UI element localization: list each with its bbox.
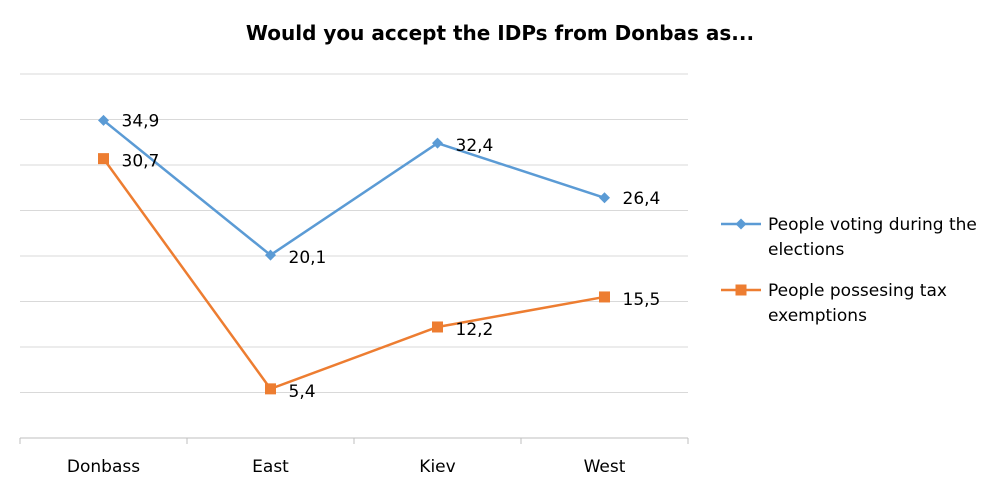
legend-entry-2: People possesing tax exemptions bbox=[721, 281, 947, 326]
legend-label: People voting during the elections bbox=[768, 215, 977, 260]
data-label: 15,5 bbox=[623, 290, 661, 310]
data-point bbox=[432, 137, 443, 149]
x-tick-label: Donbass bbox=[67, 457, 140, 477]
data-label: 32,4 bbox=[456, 136, 494, 156]
data-point bbox=[265, 383, 276, 395]
series-group: 34,9 20,1 32,4 26,4 30,7 5,4 12,2 15,5 bbox=[98, 111, 660, 402]
x-tick-label: West bbox=[584, 457, 626, 477]
chart-title: Would you accept the IDPs from Donbas as… bbox=[246, 21, 754, 45]
legend-swatch-marker bbox=[735, 218, 747, 230]
series-2: 30,7 5,4 12,2 15,5 bbox=[98, 152, 660, 402]
data-point bbox=[265, 249, 276, 261]
series-1: 34,9 20,1 32,4 26,4 bbox=[98, 111, 660, 268]
data-point bbox=[599, 192, 610, 204]
x-tick-label: East bbox=[252, 457, 289, 477]
data-label: 5,4 bbox=[289, 382, 316, 402]
gridlines bbox=[19, 73, 689, 444]
data-point bbox=[432, 321, 443, 333]
series-line bbox=[102, 119, 605, 257]
x-tick-label: Kiev bbox=[419, 457, 455, 477]
data-label: 12,2 bbox=[456, 320, 494, 340]
legend: People voting during the elections People … bbox=[721, 215, 977, 326]
series-line bbox=[102, 157, 605, 391]
legend-entry-1: People voting during the elections bbox=[721, 215, 977, 260]
data-label: 30,7 bbox=[122, 152, 160, 172]
legend-label: People possesing tax exemptions bbox=[768, 281, 947, 326]
data-label: 20,1 bbox=[289, 248, 327, 268]
legend-swatch-marker bbox=[735, 284, 747, 296]
data-label: 34,9 bbox=[122, 111, 160, 131]
data-point bbox=[599, 291, 610, 303]
data-point bbox=[98, 153, 109, 165]
x-axis-ticks: Donbass East Kiev West bbox=[67, 457, 626, 477]
data-label: 26,4 bbox=[623, 189, 661, 209]
data-point bbox=[98, 114, 109, 126]
